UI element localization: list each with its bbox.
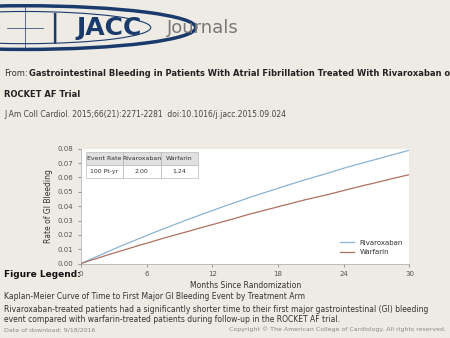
Text: Kaplan-Meier Curve of Time to First Major GI Bleeding Event by Treatment Arm: Kaplan-Meier Curve of Time to First Majo… xyxy=(4,292,306,300)
Rivaroxaban xyxy=(256,192,261,196)
Text: Figure Legend:: Figure Legend: xyxy=(4,270,81,280)
Y-axis label: Rate of GI Bleeding: Rate of GI Bleeding xyxy=(45,169,54,243)
Rivaroxaban xyxy=(236,199,242,203)
Rivaroxaban xyxy=(78,262,84,266)
Text: |: | xyxy=(49,12,59,43)
Line: Rivaroxaban: Rivaroxaban xyxy=(81,150,410,264)
Text: J Am Coll Cardiol. 2015;66(21):2271-2281  doi:10.1016/j.jacc.2015.09.024: J Am Coll Cardiol. 2015;66(21):2271-2281… xyxy=(4,110,287,119)
Text: JACC: JACC xyxy=(76,16,142,40)
Text: Journals: Journals xyxy=(166,19,238,37)
Warfarin xyxy=(234,216,240,220)
Warfarin xyxy=(274,205,279,209)
Text: Date of download: 9/18/2016: Date of download: 9/18/2016 xyxy=(4,327,96,332)
Warfarin xyxy=(78,262,84,266)
Text: Gastrointestinal Bleeding in Patients With Atrial Fibrillation Treated With Riva: Gastrointestinal Bleeding in Patients Wi… xyxy=(29,69,450,78)
Text: From:: From: xyxy=(4,69,28,78)
Rivaroxaban xyxy=(399,150,404,154)
Text: Rivaroxaban-treated patients had a significantly shorter time to their first maj: Rivaroxaban-treated patients had a signi… xyxy=(4,305,429,324)
Warfarin xyxy=(399,174,404,178)
Warfarin xyxy=(256,210,261,214)
Rivaroxaban xyxy=(274,187,279,191)
Warfarin xyxy=(347,187,353,191)
Text: Copyright © The American College of Cardiology. All rights reserved.: Copyright © The American College of Card… xyxy=(229,327,446,332)
Rivaroxaban xyxy=(407,148,412,152)
Legend: Rivaroxaban, Warfarin: Rivaroxaban, Warfarin xyxy=(338,237,406,258)
Line: Warfarin: Warfarin xyxy=(81,174,410,264)
X-axis label: Months Since Randomization: Months Since Randomization xyxy=(189,282,301,290)
Rivaroxaban xyxy=(347,164,353,168)
Warfarin xyxy=(407,172,412,176)
Rivaroxaban xyxy=(234,200,240,204)
Text: ROCKET AF Trial: ROCKET AF Trial xyxy=(4,90,81,99)
Warfarin xyxy=(236,215,242,219)
